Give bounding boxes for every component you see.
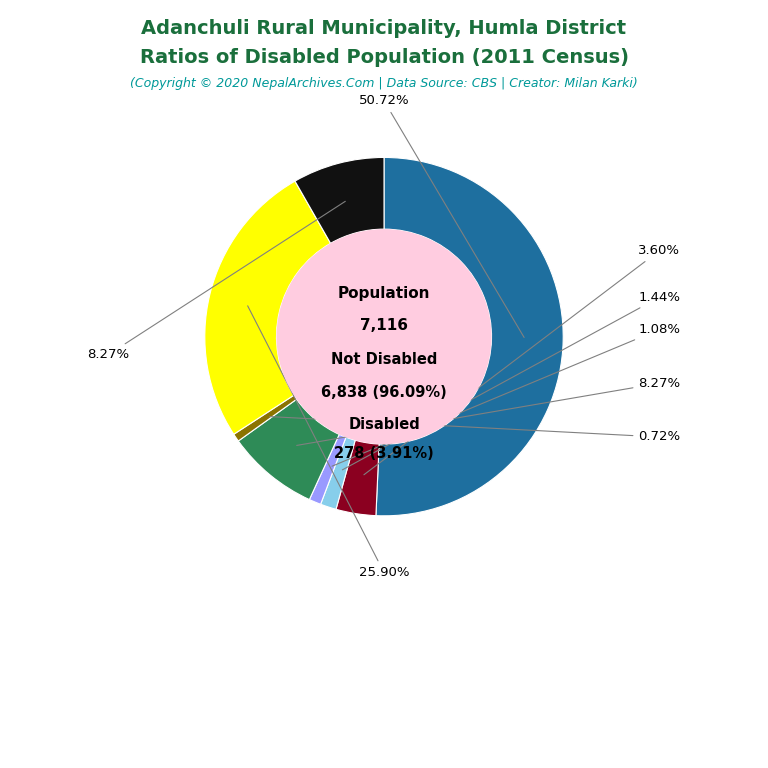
Wedge shape	[295, 157, 384, 243]
Text: 278 (3.91%): 278 (3.91%)	[334, 445, 434, 461]
Text: 7,116: 7,116	[360, 319, 408, 333]
Text: 0.72%: 0.72%	[270, 416, 680, 443]
Circle shape	[276, 229, 492, 444]
Text: 6,838 (96.09%): 6,838 (96.09%)	[321, 385, 447, 399]
Wedge shape	[233, 396, 296, 441]
Text: 8.27%: 8.27%	[88, 201, 346, 361]
Text: 50.72%: 50.72%	[359, 94, 524, 337]
Text: Adanchuli Rural Municipality, Humla District: Adanchuli Rural Municipality, Humla Dist…	[141, 19, 627, 38]
Text: Disabled: Disabled	[348, 417, 420, 432]
Text: 8.27%: 8.27%	[296, 377, 680, 445]
Text: Ratios of Disabled Population (2011 Census): Ratios of Disabled Population (2011 Cens…	[140, 48, 628, 67]
Text: 3.60%: 3.60%	[364, 244, 680, 475]
Text: Not Disabled: Not Disabled	[331, 353, 437, 367]
Text: Population: Population	[338, 286, 430, 301]
Text: 25.90%: 25.90%	[247, 306, 409, 579]
Text: 1.44%: 1.44%	[343, 291, 680, 470]
Wedge shape	[376, 157, 563, 516]
Wedge shape	[238, 399, 339, 499]
Wedge shape	[205, 181, 330, 434]
Wedge shape	[310, 435, 346, 505]
Wedge shape	[320, 437, 355, 509]
Wedge shape	[336, 440, 379, 515]
Text: 1.08%: 1.08%	[332, 323, 680, 466]
Text: (Copyright © 2020 NepalArchives.Com | Data Source: CBS | Creator: Milan Karki): (Copyright © 2020 NepalArchives.Com | Da…	[130, 77, 638, 90]
